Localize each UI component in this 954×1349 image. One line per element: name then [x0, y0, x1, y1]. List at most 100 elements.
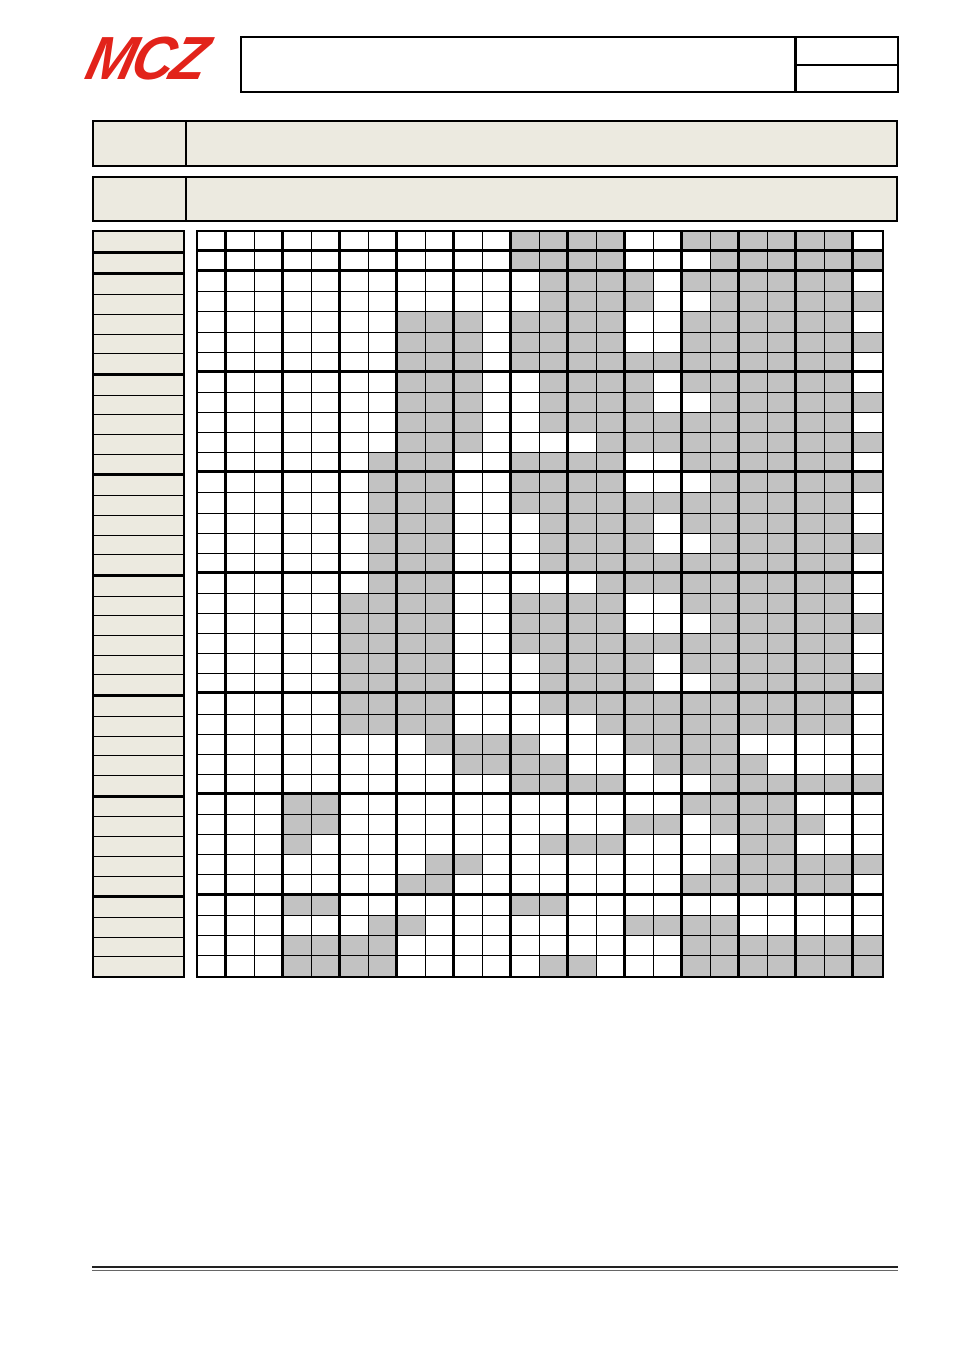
matrix-cell	[397, 895, 426, 916]
matrix-cell	[540, 493, 569, 514]
matrix-cell	[853, 634, 882, 655]
matrix-cell	[568, 714, 597, 735]
matrix-cell	[825, 433, 854, 454]
matrix-cell	[483, 433, 512, 454]
matrix-cell	[511, 674, 540, 695]
matrix-cell	[825, 895, 854, 916]
matrix-cell	[426, 734, 455, 755]
matrix-cell	[711, 634, 740, 655]
matrix-cell	[283, 252, 312, 273]
matrix-cell	[369, 453, 398, 474]
matrix-cell	[540, 513, 569, 534]
matrix-cell	[312, 815, 341, 836]
matrix-cell	[540, 392, 569, 413]
matrix-cell	[625, 593, 654, 615]
matrix-cell	[454, 473, 483, 494]
matrix-cell	[796, 553, 825, 574]
row-label	[94, 576, 183, 597]
matrix-cell	[711, 875, 740, 896]
matrix-cell	[739, 232, 768, 253]
matrix-cell	[625, 533, 654, 554]
matrix-cell	[825, 835, 854, 856]
matrix-cell	[255, 232, 284, 253]
matrix-cell	[825, 855, 854, 876]
matrix-cell	[853, 232, 882, 253]
matrix-cell	[540, 232, 569, 253]
matrix-cell	[454, 614, 483, 635]
matrix-cell	[255, 553, 284, 574]
row-label	[94, 756, 183, 776]
matrix-cell	[682, 593, 711, 615]
row-label	[94, 232, 183, 254]
matrix-cell	[397, 533, 426, 554]
matrix-cell	[397, 232, 426, 253]
matrix-cell	[768, 252, 797, 273]
matrix-cell	[739, 573, 768, 594]
matrix-cell	[568, 654, 597, 675]
matrix-cell	[426, 433, 455, 454]
matrix-cell	[226, 614, 255, 635]
matrix-cell	[483, 573, 512, 594]
matrix-cell	[511, 412, 540, 434]
matrix-cell	[568, 935, 597, 956]
matrix-cell	[454, 634, 483, 655]
matrix-cell	[597, 734, 626, 755]
matrix-cell	[198, 855, 227, 876]
matrix-cell	[454, 412, 483, 434]
matrix-cell	[568, 493, 597, 514]
matrix-cell	[483, 232, 512, 253]
matrix-cell	[283, 573, 312, 594]
matrix-cell	[739, 553, 768, 574]
matrix-cell	[483, 392, 512, 413]
matrix-cell	[711, 774, 740, 796]
matrix-cell	[340, 553, 369, 574]
matrix-cell	[540, 412, 569, 434]
matrix-cell	[226, 915, 255, 936]
matrix-cell	[426, 473, 455, 494]
matrix-cell	[682, 272, 711, 293]
matrix-cell	[739, 634, 768, 655]
matrix-cell	[426, 352, 455, 373]
matrix-cell	[682, 654, 711, 675]
matrix-cell	[283, 232, 312, 253]
matrix-cell	[483, 412, 512, 434]
matrix-cell	[853, 453, 882, 474]
matrix-cell	[255, 433, 284, 454]
matrix-cell	[397, 835, 426, 856]
matrix-cell	[739, 915, 768, 936]
matrix-cell	[654, 955, 683, 976]
matrix-cell	[198, 412, 227, 434]
matrix-cell	[198, 835, 227, 856]
matrix-cell	[768, 232, 797, 253]
matrix-cell	[426, 714, 455, 735]
matrix-cell	[226, 754, 255, 775]
matrix-cell	[739, 935, 768, 956]
matrix-cell	[426, 654, 455, 675]
matrix-cell	[796, 433, 825, 454]
matrix-cell	[454, 573, 483, 594]
row-label	[94, 937, 183, 958]
matrix-cell	[597, 614, 626, 635]
matrix-cell	[198, 795, 227, 816]
matrix-cell	[454, 332, 483, 353]
matrix-cell	[340, 573, 369, 594]
matrix-cell	[768, 754, 797, 775]
matrix-cell	[312, 694, 341, 715]
matrix-cell	[426, 292, 455, 313]
matrix-cell	[796, 694, 825, 715]
matrix-cell	[853, 292, 882, 313]
matrix-cell	[426, 895, 455, 916]
matrix-cell	[654, 855, 683, 876]
matrix-cell	[597, 835, 626, 856]
matrix-cell	[226, 795, 255, 816]
matrix-cell	[739, 312, 768, 333]
matrix-cell	[198, 634, 227, 655]
matrix-cell	[682, 795, 711, 816]
matrix-cell	[625, 513, 654, 534]
matrix-cell	[739, 332, 768, 353]
matrix-cell	[340, 533, 369, 554]
matrix-cell	[711, 714, 740, 735]
matrix-cell	[853, 815, 882, 836]
reference-box	[795, 36, 899, 93]
row-label	[94, 797, 183, 818]
